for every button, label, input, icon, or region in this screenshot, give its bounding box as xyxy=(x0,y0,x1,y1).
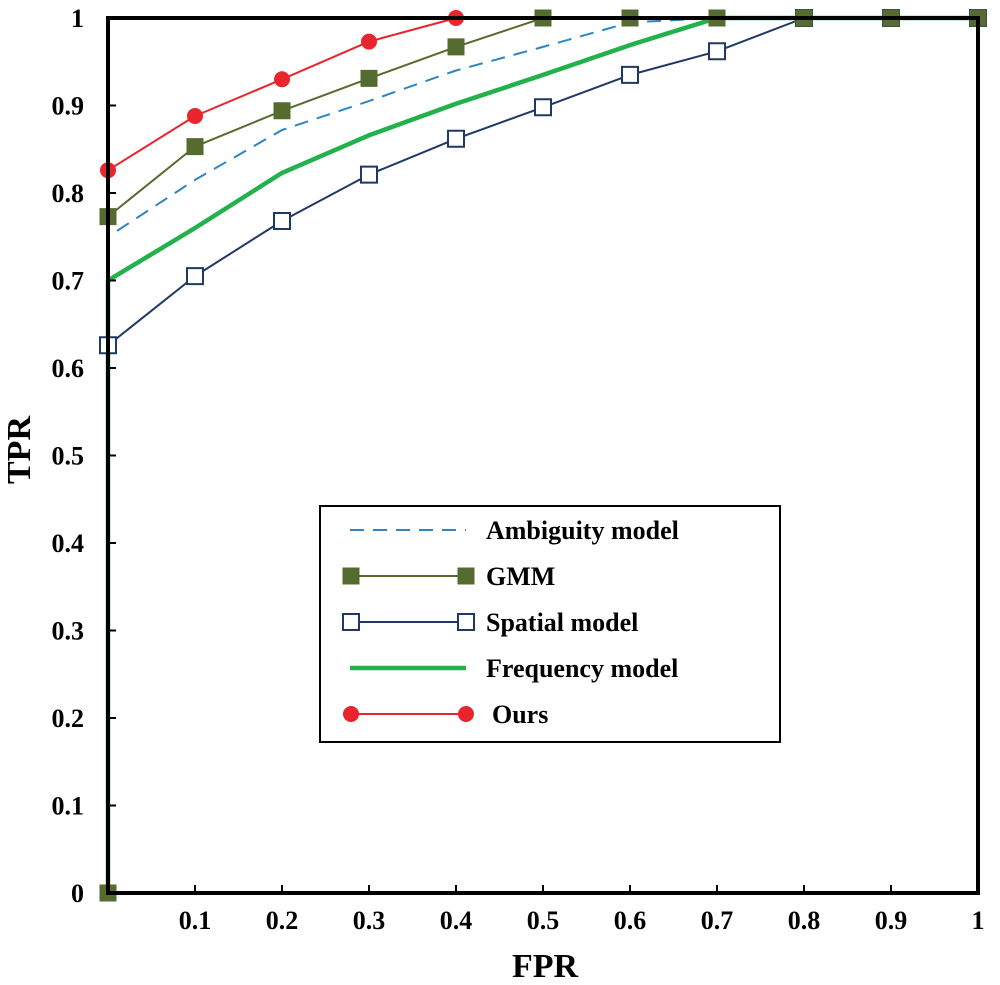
x-tick-label: 0.3 xyxy=(353,906,386,935)
legend-label: Spatial model xyxy=(486,608,638,637)
x-axis-title: FPR xyxy=(512,948,579,985)
series-line-gmm xyxy=(107,17,978,893)
x-tick-label: 0.6 xyxy=(614,906,647,935)
legend-item-gmm: GMM xyxy=(342,562,555,591)
data-point-spatial-model xyxy=(534,98,552,117)
legend-marker xyxy=(342,613,360,631)
data-point-gmm xyxy=(273,102,291,120)
legend-item-spatial-model: Spatial model xyxy=(342,608,638,637)
series-line-ambiguity-model xyxy=(107,17,978,893)
data-point-spatial-model xyxy=(621,65,639,84)
x-tick-label: 0.9 xyxy=(875,906,908,935)
data-point-spatial-model xyxy=(360,165,378,184)
y-axis-title: TPR xyxy=(1,416,38,484)
x-tick-label: 0.2 xyxy=(266,906,299,935)
legend-item-frequency-model: Frequency model xyxy=(350,654,678,683)
series-frequency-model xyxy=(105,15,978,893)
legend-items: Ambiguity model GMM Spatial model Frequency… xyxy=(342,516,679,729)
x-tick-label: 0.7 xyxy=(701,906,734,935)
y-tick-label: 0.8 xyxy=(52,179,85,208)
legend-marker xyxy=(343,706,359,722)
legend-box xyxy=(319,505,781,743)
y-tick-label: 0.4 xyxy=(52,529,85,558)
y-tick-label: 0.6 xyxy=(52,354,85,383)
y-tick-label: 0.1 xyxy=(52,792,85,821)
data-point-gmm xyxy=(186,138,204,156)
series-gmm xyxy=(99,9,987,902)
data-point-ours xyxy=(274,71,290,88)
legend-marker xyxy=(457,567,475,585)
legend-label: Ours xyxy=(492,700,548,729)
series-ours xyxy=(100,10,464,893)
x-axis-ticks: 0.1 0.2 0.3 0.4 0.5 0.6 0.7 0.8 0.9 1 xyxy=(179,885,985,935)
y-tick-label: 0 xyxy=(71,879,84,908)
y-tick-label: 0.9 xyxy=(52,92,85,121)
series-line-spatial-model xyxy=(107,17,978,893)
series-ambiguity-model xyxy=(107,17,978,893)
series-line-frequency-model xyxy=(105,15,978,893)
data-point-gmm xyxy=(447,38,465,56)
y-tick-label: 0.7 xyxy=(52,267,85,296)
legend-item-ours: Ours xyxy=(343,700,548,729)
legend-label: Ambiguity model xyxy=(486,516,679,545)
data-point-gmm xyxy=(360,69,378,87)
data-point-spatial-model xyxy=(273,212,291,230)
x-tick-label: 0.5 xyxy=(527,906,560,935)
legend-item-ambiguity-model: Ambiguity model xyxy=(350,516,679,545)
y-tick-label: 0.3 xyxy=(52,617,85,646)
legend-marker xyxy=(457,613,475,631)
legend-label: GMM xyxy=(486,562,555,591)
series-spatial-model xyxy=(99,9,987,893)
legend: Ambiguity model GMM Spatial model Frequency… xyxy=(319,505,781,743)
y-tick-label: 0.5 xyxy=(52,442,85,471)
data-point-spatial-model xyxy=(186,267,204,286)
series-line-ours xyxy=(107,17,457,893)
plot-frame xyxy=(106,16,980,895)
data-point-spatial-model xyxy=(447,129,465,148)
series-layer xyxy=(99,9,987,902)
y-axis-ticks: 0 0.1 0.2 0.3 0.4 0.5 0.6 0.7 0.8 0.9 1 xyxy=(52,4,116,908)
x-tick-label: 1 xyxy=(972,906,985,935)
x-tick-label: 0.4 xyxy=(440,906,473,935)
y-tick-label: 0.2 xyxy=(52,704,85,733)
data-point-ours xyxy=(187,108,203,124)
legend-marker xyxy=(458,706,474,722)
x-tick-label: 0.8 xyxy=(788,906,821,935)
legend-label: Frequency model xyxy=(486,654,678,683)
legend-marker xyxy=(342,567,360,585)
y-tick-label: 1 xyxy=(71,4,84,33)
data-point-spatial-model xyxy=(708,42,726,61)
x-tick-label: 0.1 xyxy=(179,906,212,935)
data-point-ours xyxy=(361,33,377,50)
